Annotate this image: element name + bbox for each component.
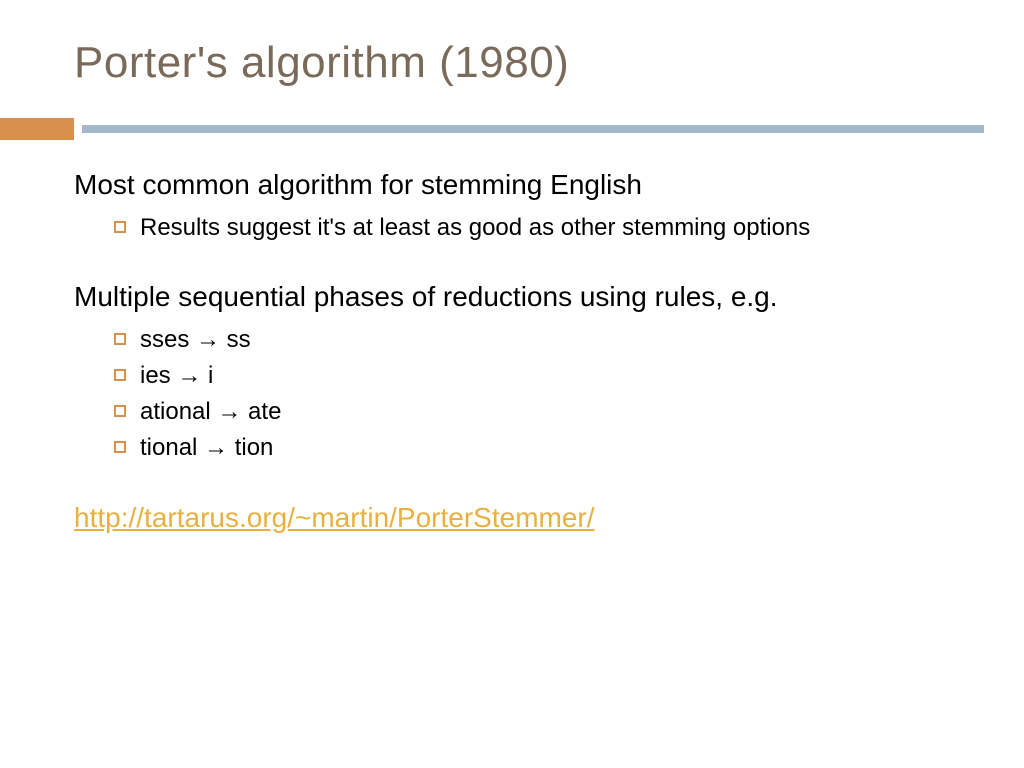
sub-item-text: ational → ate bbox=[140, 394, 964, 430]
divider bbox=[0, 118, 1024, 140]
reference-link[interactable]: http://tartarus.org/~martin/PorterStemme… bbox=[74, 502, 595, 534]
bullet-icon bbox=[114, 333, 126, 345]
sub-item: ational → ate bbox=[114, 394, 964, 430]
sub-list: Results suggest it's at least as good as… bbox=[114, 210, 964, 246]
sub-item: tional → tion bbox=[114, 430, 964, 466]
orange-accent-block bbox=[0, 118, 74, 140]
sub-item: Results suggest it's at least as good as… bbox=[114, 210, 964, 246]
sub-item: ies → i bbox=[114, 358, 964, 394]
section-main-text: Multiple sequential phases of reductions… bbox=[74, 278, 964, 316]
sub-list: sses → ss ies → i ational → ate tional →… bbox=[114, 322, 964, 466]
section-main-text: Most common algorithm for stemming Engli… bbox=[74, 166, 964, 204]
content-area: Most common algorithm for stemming Engli… bbox=[0, 166, 1024, 534]
sub-item-text: sses → ss bbox=[140, 322, 964, 358]
sub-item-text: ies → i bbox=[140, 358, 964, 394]
bullet-icon bbox=[114, 369, 126, 381]
slide-container: Porter's algorithm (1980) Most common al… bbox=[0, 0, 1024, 768]
sub-item-text: tional → tion bbox=[140, 430, 964, 466]
sub-item: sses → ss bbox=[114, 322, 964, 358]
sub-item-text: Results suggest it's at least as good as… bbox=[140, 210, 964, 246]
blue-divider-line bbox=[82, 125, 984, 133]
bullet-icon bbox=[114, 405, 126, 417]
bullet-icon bbox=[114, 221, 126, 233]
slide-title: Porter's algorithm (1980) bbox=[0, 38, 1024, 88]
bullet-icon bbox=[114, 441, 126, 453]
